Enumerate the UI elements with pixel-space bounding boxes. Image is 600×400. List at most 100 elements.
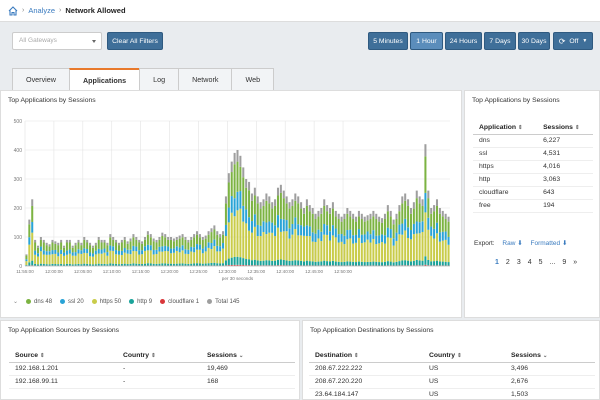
bar-segment-https bbox=[198, 249, 201, 264]
bar-segment-total bbox=[427, 190, 430, 199]
refresh-interval-button[interactable]: ⟳ Off ▼ bbox=[553, 32, 593, 50]
bar-segment-http bbox=[323, 260, 326, 266]
table-row[interactable]: 208.67.220.220 US 2,676 bbox=[309, 375, 595, 389]
table-row[interactable]: 23.64.184.147 US 1,503 bbox=[309, 388, 595, 400]
bar-segment-https bbox=[369, 242, 372, 262]
page-4[interactable]: 4 bbox=[527, 259, 532, 266]
bar-segment-https bbox=[415, 233, 418, 260]
range-24-hours-button[interactable]: 24 Hours bbox=[445, 32, 482, 50]
bar-segment-https bbox=[262, 231, 265, 261]
bar-segment-total bbox=[265, 193, 268, 201]
bar-segment-total bbox=[349, 210, 352, 217]
table-row[interactable]: ssl 4,531 bbox=[473, 147, 593, 161]
bar-segment-ssl bbox=[100, 249, 103, 254]
tab-applications[interactable]: Applications bbox=[68, 68, 141, 90]
bar-segment-total bbox=[109, 234, 112, 238]
legend-item-total[interactable]: Total 145 bbox=[207, 299, 240, 305]
bar-segment-https bbox=[389, 237, 392, 262]
tab-web[interactable]: Web bbox=[231, 68, 275, 90]
bar-segment-total bbox=[331, 202, 334, 209]
column-header-sessions[interactable]: Sessions ⌄ bbox=[201, 349, 295, 363]
bar-segment-total bbox=[100, 239, 103, 243]
column-header-sessions[interactable]: Sessions ⌄ bbox=[505, 349, 595, 363]
bar-segment-http bbox=[329, 261, 332, 266]
bar-segment-http bbox=[427, 259, 430, 266]
bar-segment-ssl bbox=[172, 248, 175, 253]
bar-segment-ssl bbox=[219, 246, 222, 252]
table-row[interactable]: dns 6,227 bbox=[473, 134, 593, 148]
bar-segment-dns bbox=[424, 156, 427, 193]
page-2[interactable]: 2 bbox=[505, 259, 510, 266]
legend-item-dns[interactable]: dns 48 bbox=[26, 299, 52, 305]
table-row[interactable]: https 4,016 bbox=[473, 160, 593, 174]
legend-item-ssl[interactable]: ssl 20 bbox=[60, 299, 84, 305]
bar-segment-https bbox=[308, 236, 311, 262]
range-7-days-button[interactable]: 7 Days bbox=[484, 32, 516, 50]
bar-segment-http bbox=[25, 265, 28, 266]
pagination: 1 2 3 4 5 ... 9 » bbox=[495, 259, 577, 266]
legend-item-https[interactable]: https 50 bbox=[91, 299, 121, 305]
bar-segment-ssl bbox=[256, 224, 259, 237]
bar-segment-http bbox=[271, 260, 274, 266]
range-30-days-button[interactable]: 30 Days bbox=[518, 32, 550, 50]
bar-segment-total bbox=[435, 199, 439, 206]
bar-segment-total bbox=[74, 242, 77, 246]
column-header-sessions[interactable]: Sessions ⇕ bbox=[537, 121, 593, 135]
table-row[interactable]: 192.168.1.201-19,469 bbox=[9, 362, 295, 376]
column-header-application[interactable]: Application ⇕ bbox=[473, 121, 538, 135]
bar-segment-dns bbox=[71, 247, 74, 253]
bar-segment-https bbox=[386, 237, 389, 262]
column-header-country[interactable]: Country ⇕ bbox=[423, 349, 505, 363]
bar-segment-http bbox=[103, 263, 106, 266]
tab-overview[interactable]: Overview bbox=[12, 68, 70, 90]
table-row[interactable]: http 3,063 bbox=[473, 173, 593, 187]
bar-segment-dns bbox=[129, 241, 132, 250]
bar-segment-http bbox=[262, 260, 265, 266]
page-1[interactable]: 1 bbox=[495, 259, 499, 266]
legend-item-http[interactable]: http 9 bbox=[129, 299, 152, 305]
bar-segment-total bbox=[412, 202, 415, 209]
bar-segment-https bbox=[444, 239, 447, 262]
column-header-country[interactable]: Country ⇕ bbox=[117, 349, 201, 363]
column-header-source[interactable]: Source ⇕ bbox=[9, 349, 117, 363]
bar-segment-cloudflare bbox=[279, 265, 282, 266]
bar-segment-total bbox=[141, 241, 144, 244]
sources-title: Top Application Sources by Sessions bbox=[8, 327, 120, 334]
home-icon[interactable] bbox=[8, 5, 18, 16]
range-5-minutes-button[interactable]: 5 Minutes bbox=[368, 32, 408, 50]
range-1-hour-button[interactable]: 1 Hour bbox=[410, 32, 443, 50]
column-header-label: Source bbox=[15, 351, 39, 359]
legend-item-cloudflare[interactable]: cloudflare 1 bbox=[160, 299, 199, 305]
table-row[interactable]: cloudflare 643 bbox=[473, 186, 593, 200]
export-formatted-link[interactable]: Formatted ⬇ bbox=[531, 240, 568, 247]
sort-icon: ⇕ bbox=[151, 352, 156, 359]
bar-segment-http bbox=[366, 261, 369, 266]
breadcrumb-analyze[interactable]: Analyze bbox=[28, 6, 56, 15]
bar-segment-http bbox=[196, 263, 199, 266]
legend-toggle-icon[interactable]: ⌄ bbox=[13, 299, 19, 305]
bar-segment-dns bbox=[337, 219, 340, 235]
page-3[interactable]: 3 bbox=[516, 259, 521, 266]
next-page-button[interactable]: » bbox=[573, 259, 578, 266]
page-9[interactable]: 9 bbox=[562, 259, 567, 266]
tab-log[interactable]: Log bbox=[139, 68, 180, 90]
gateway-select[interactable]: All Gateways bbox=[12, 32, 102, 50]
tab-network[interactable]: Network bbox=[178, 68, 233, 90]
export-raw-link[interactable]: Raw ⬇ bbox=[502, 240, 522, 247]
clear-filters-button[interactable]: Clear All Filters bbox=[107, 32, 163, 50]
table-row[interactable]: 208.67.222.222 US 3,496 bbox=[309, 362, 595, 376]
bar-segment-dns bbox=[253, 195, 256, 215]
bar-segment-dns bbox=[291, 205, 294, 224]
bar-segment-dns bbox=[259, 208, 262, 226]
bar-segment-https bbox=[259, 236, 262, 261]
bar-segment-https bbox=[224, 236, 227, 261]
column-header-destination[interactable]: Destination ⇕ bbox=[309, 349, 423, 363]
page-5[interactable]: 5 bbox=[538, 259, 543, 266]
bar-segment-https bbox=[164, 251, 167, 264]
table-row[interactable]: free 194 bbox=[473, 199, 593, 213]
bar-segment-https bbox=[435, 233, 439, 261]
bar-segment-http bbox=[268, 260, 271, 266]
table-row[interactable]: 192.168.99.11-168 bbox=[9, 375, 295, 389]
bar-segment-ssl bbox=[74, 252, 77, 256]
x-tick-label: 12:45:00 bbox=[305, 269, 323, 274]
